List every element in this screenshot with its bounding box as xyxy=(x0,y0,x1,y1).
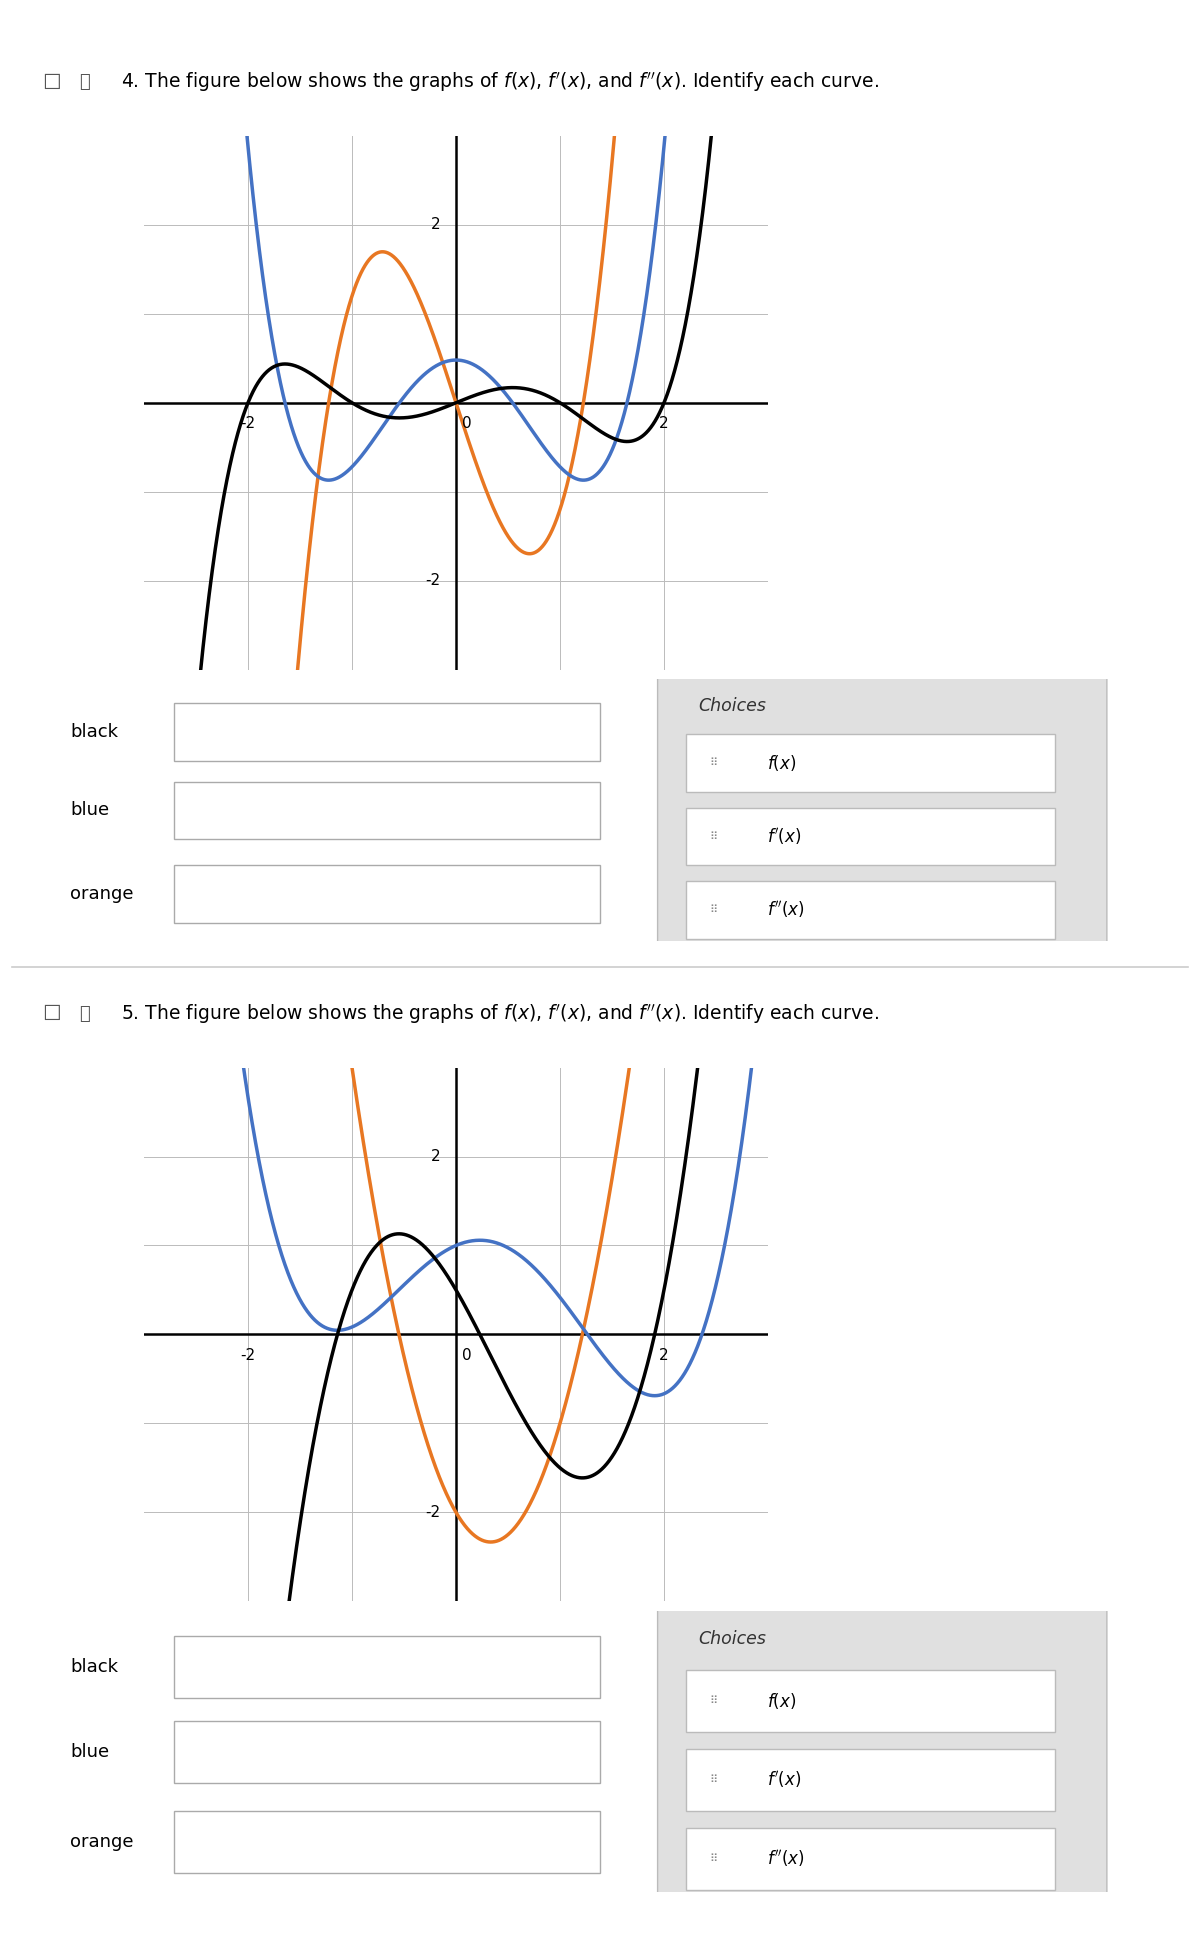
FancyBboxPatch shape xyxy=(174,1811,600,1873)
Text: Choices: Choices xyxy=(698,1630,766,1648)
Text: ☐: ☐ xyxy=(42,72,60,93)
Text: ⠿: ⠿ xyxy=(709,1774,718,1786)
FancyBboxPatch shape xyxy=(174,1636,600,1698)
Text: blue: blue xyxy=(70,802,109,819)
Text: ⎕: ⎕ xyxy=(79,1005,90,1023)
Text: ⠿: ⠿ xyxy=(709,759,718,769)
Text: $f''(x)$: $f''(x)$ xyxy=(767,1848,804,1869)
FancyBboxPatch shape xyxy=(174,703,600,761)
Text: -2: -2 xyxy=(240,1347,256,1363)
Text: 5. The figure below shows the graphs of $f(x)$, $f'(x)$, and $f''(x)$. Identify : 5. The figure below shows the graphs of … xyxy=(120,1002,878,1027)
FancyBboxPatch shape xyxy=(174,1722,600,1782)
Text: $f'(x)$: $f'(x)$ xyxy=(767,1770,802,1790)
Text: -2: -2 xyxy=(425,1504,440,1520)
Text: 0: 0 xyxy=(462,415,472,431)
Text: ⠿: ⠿ xyxy=(709,831,718,842)
FancyBboxPatch shape xyxy=(686,1749,1055,1811)
Text: 2: 2 xyxy=(431,217,440,233)
FancyBboxPatch shape xyxy=(686,1828,1055,1891)
FancyBboxPatch shape xyxy=(658,1603,1106,1900)
Text: black: black xyxy=(70,722,118,741)
Text: ⠿: ⠿ xyxy=(709,1696,718,1706)
Text: 0: 0 xyxy=(462,1347,472,1363)
FancyBboxPatch shape xyxy=(686,1669,1055,1731)
Text: ⎕: ⎕ xyxy=(79,74,90,91)
Text: -2: -2 xyxy=(240,415,256,431)
Text: 4. The figure below shows the graphs of $f(x)$, $f'(x)$, and $f''(x)$. Identify : 4. The figure below shows the graphs of … xyxy=(120,70,878,95)
Text: ⠿: ⠿ xyxy=(709,905,718,914)
Text: $f''(x)$: $f''(x)$ xyxy=(767,899,804,920)
Text: black: black xyxy=(70,1658,118,1677)
Text: ☐: ☐ xyxy=(42,1003,60,1025)
FancyBboxPatch shape xyxy=(686,734,1055,792)
Text: orange: orange xyxy=(70,885,133,903)
Text: orange: orange xyxy=(70,1832,133,1852)
Text: blue: blue xyxy=(70,1743,109,1760)
FancyBboxPatch shape xyxy=(174,782,600,839)
Text: 2: 2 xyxy=(431,1149,440,1165)
FancyBboxPatch shape xyxy=(686,807,1055,866)
Text: $f(x)$: $f(x)$ xyxy=(767,753,797,773)
Text: Choices: Choices xyxy=(698,697,766,714)
FancyBboxPatch shape xyxy=(658,674,1106,947)
FancyBboxPatch shape xyxy=(174,866,600,924)
Text: 2: 2 xyxy=(659,415,668,431)
FancyBboxPatch shape xyxy=(686,881,1055,939)
Text: $f'(x)$: $f'(x)$ xyxy=(767,827,802,846)
Text: 2: 2 xyxy=(659,1347,668,1363)
Text: -2: -2 xyxy=(425,573,440,588)
Text: $f(x)$: $f(x)$ xyxy=(767,1691,797,1712)
Text: ⠿: ⠿ xyxy=(709,1854,718,1863)
